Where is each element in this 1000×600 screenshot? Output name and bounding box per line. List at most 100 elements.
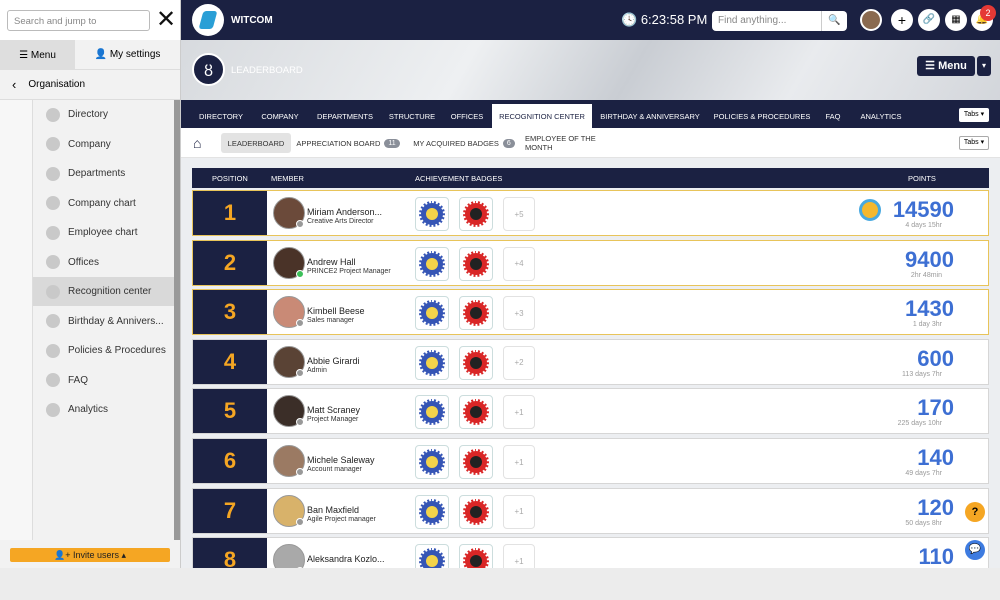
home-icon[interactable]: ⌂ bbox=[193, 135, 202, 151]
leaderboard-row[interactable]: 8 Aleksandra Kozlo... +1 110 bbox=[192, 537, 989, 568]
status-dot bbox=[296, 220, 304, 228]
badge bbox=[459, 197, 493, 231]
global-search[interactable]: Find anything... 🔍 bbox=[712, 11, 847, 31]
extra-badges[interactable]: +4 bbox=[503, 246, 535, 281]
leaderboard-row[interactable]: 3 Kimbell Beese Sales manager +3 1430 1 day 3… bbox=[192, 289, 989, 336]
extra-badges[interactable]: +1 bbox=[503, 544, 535, 568]
sidebar-item[interactable]: FAQ bbox=[33, 366, 174, 395]
subnav-label: EMPLOYEE OF THE MONTH bbox=[525, 134, 596, 152]
nav-tab[interactable]: FAQ bbox=[825, 111, 841, 121]
points: 600 bbox=[917, 345, 954, 371]
tabs-button[interactable]: Tabs ▾ bbox=[959, 108, 989, 122]
leaderboard-row[interactable]: 5 Matt Scraney Project Manager +1 170 225 day… bbox=[192, 388, 989, 435]
invite-button[interactable]: 👤+ Invite users ▴ bbox=[10, 548, 170, 562]
page-icon: ȣ bbox=[192, 53, 225, 86]
sidebar-item[interactable]: Company bbox=[33, 130, 174, 159]
sidebar-item[interactable]: Departments bbox=[33, 159, 174, 188]
section-header[interactable]: ‹ Organisation bbox=[0, 70, 180, 100]
item-icon bbox=[46, 373, 60, 387]
sidebar-item[interactable]: Company chart bbox=[33, 189, 174, 218]
sidebar-item[interactable]: Employee chart bbox=[33, 218, 174, 247]
badge bbox=[415, 445, 449, 479]
link-button[interactable]: 🔗 bbox=[918, 9, 940, 31]
nav-tab[interactable]: DEPARTMENTS bbox=[317, 111, 373, 121]
leaderboard-row[interactable]: 6 Michele Saleway Account manager +1 140 49 d… bbox=[192, 438, 989, 484]
add-button[interactable]: + bbox=[891, 9, 913, 31]
badge bbox=[459, 445, 493, 479]
sidebar-item[interactable]: Analytics bbox=[33, 395, 174, 424]
badge bbox=[459, 296, 493, 331]
points: 9400 bbox=[905, 246, 954, 272]
item-icon bbox=[46, 284, 60, 299]
nav-tab[interactable]: STRUCTURE bbox=[388, 111, 436, 121]
chat-button[interactable]: 💬 bbox=[965, 540, 985, 560]
item-label: Policies & Procedures bbox=[68, 345, 166, 356]
search-icon: 🔍 bbox=[821, 11, 847, 31]
member-name: Ban Maxfield bbox=[307, 504, 360, 515]
tabs-button[interactable]: Tabs ▾ bbox=[959, 136, 989, 150]
subnav-tab[interactable]: LEADERBOARD bbox=[221, 133, 291, 153]
position: 3 bbox=[193, 290, 267, 335]
extra-badges[interactable]: +1 bbox=[503, 445, 535, 479]
sidebar-item[interactable]: Birthday & Annivers... bbox=[33, 307, 174, 336]
subnav-tab[interactable]: APPRECIATION BOARD 11 bbox=[293, 133, 403, 153]
subnav-tab[interactable]: EMPLOYEE OF THE MONTH bbox=[525, 133, 625, 153]
points: 1430 bbox=[905, 296, 954, 322]
item-label: Directory bbox=[68, 109, 109, 120]
menu-button[interactable]: ☰ Menu bbox=[917, 56, 975, 76]
time: 4 days 15hr bbox=[905, 222, 942, 229]
points: 140 bbox=[917, 445, 954, 470]
extra-badges[interactable]: +3 bbox=[503, 296, 535, 331]
close-button[interactable]: ✕ bbox=[156, 6, 177, 33]
header-cell: ACHIEVEMENT BADGES bbox=[415, 174, 503, 183]
banner: ȣ LEADERBOARD ☰ Menu ▾ bbox=[181, 40, 1000, 100]
position: 2 bbox=[193, 240, 267, 285]
settings-tab[interactable]: 👤 My settings bbox=[75, 40, 180, 70]
leaderboard-row[interactable]: 4 Abbie Girardi Admin +2 600 113 days 7hr bbox=[192, 338, 989, 385]
logo[interactable] bbox=[192, 4, 224, 36]
help-button[interactable]: ? bbox=[965, 502, 985, 522]
leaderboard-row[interactable]: 1 Miriam Anderson... Creative Arts Directo… bbox=[192, 190, 989, 236]
nav-tab[interactable]: DIRECTORY bbox=[199, 111, 243, 121]
subnav-tab[interactable]: MY ACQUIRED BADGES 6 bbox=[409, 133, 519, 153]
badge bbox=[415, 197, 449, 231]
header-cell: POSITION bbox=[212, 174, 248, 183]
menu-caret[interactable]: ▾ bbox=[977, 56, 991, 76]
sidebar-item[interactable]: Directory bbox=[33, 100, 174, 129]
tab-label: Menu bbox=[30, 49, 56, 61]
nav-tab[interactable]: OFFICES bbox=[450, 111, 484, 121]
brand: WITCOM bbox=[231, 15, 273, 26]
extra-badges[interactable]: +1 bbox=[503, 395, 535, 430]
user-avatar[interactable] bbox=[860, 9, 882, 31]
leaderboard-row[interactable]: 2 Andrew Hall PRINCE2 Project Manager +4 940… bbox=[192, 239, 989, 286]
avatar bbox=[273, 494, 305, 527]
nav-tab[interactable]: BIRTHDAY & ANNIVERSARY bbox=[600, 111, 700, 121]
badge-center bbox=[426, 555, 438, 568]
extra-badges[interactable]: +2 bbox=[503, 345, 535, 380]
nav-tab[interactable]: ANALYTICS bbox=[860, 111, 902, 121]
tab-label: My settings bbox=[109, 49, 161, 60]
position: 6 bbox=[193, 439, 267, 483]
position: 8 bbox=[193, 538, 267, 568]
nav-tab[interactable]: RECOGNITION CENTER bbox=[492, 104, 592, 128]
sidebar-item[interactable]: Policies & Procedures bbox=[33, 336, 174, 365]
nav-tab[interactable]: COMPANY bbox=[261, 111, 299, 121]
calendar-button[interactable]: ▦ bbox=[945, 9, 967, 31]
extra-badges[interactable]: +1 bbox=[503, 494, 535, 529]
badge-center bbox=[426, 456, 438, 468]
item-label: Offices bbox=[68, 256, 99, 268]
menu-tab[interactable]: ☰ Menu bbox=[0, 40, 75, 70]
sidebar-item[interactable]: Recognition center bbox=[33, 277, 174, 306]
status-dot bbox=[296, 517, 304, 526]
item-label: Company bbox=[68, 138, 111, 150]
leaderboard-row[interactable]: 7 Ban Maxfield Agile Project manager +1 120 5… bbox=[192, 487, 989, 534]
badge-center bbox=[426, 208, 438, 220]
nav-tab[interactable]: POLICIES & PROCEDURES bbox=[713, 111, 811, 121]
sidebar-item[interactable]: Offices bbox=[33, 248, 174, 277]
avatar bbox=[273, 246, 305, 279]
badge bbox=[415, 494, 449, 529]
sidebar-search[interactable]: Search and jump to bbox=[7, 10, 150, 31]
notification-count: 2 bbox=[980, 5, 996, 21]
extra-badges[interactable]: +5 bbox=[503, 197, 535, 231]
member-role: Sales manager bbox=[307, 317, 355, 325]
